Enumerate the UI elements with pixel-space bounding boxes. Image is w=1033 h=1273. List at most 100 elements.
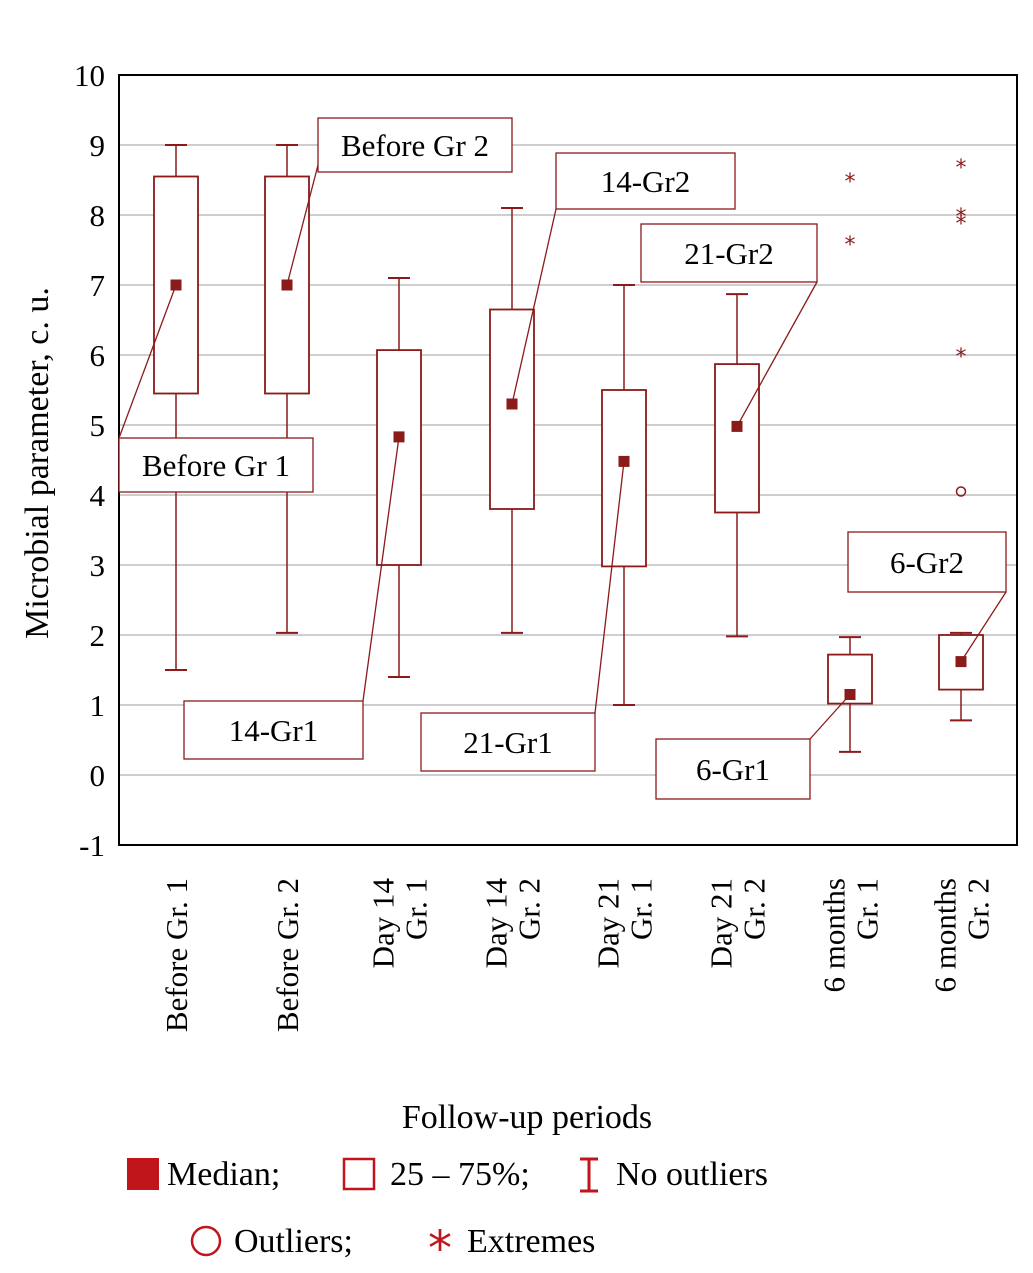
box-8: **** bbox=[938, 156, 984, 722]
x-tick-label-line: Gr. 1 bbox=[850, 878, 885, 940]
extreme-point: * bbox=[956, 345, 967, 370]
callout-leader-line bbox=[118, 284, 177, 439]
callout-box bbox=[555, 152, 736, 210]
extreme-point: * bbox=[956, 156, 967, 181]
y-tick-label: 9 bbox=[90, 128, 106, 163]
y-tick-label: 5 bbox=[90, 408, 106, 443]
x-tick-label-line: Gr. 2 bbox=[961, 878, 996, 940]
callout-label: 6-Gr2 bbox=[890, 545, 964, 580]
callout-box bbox=[183, 700, 364, 760]
callout-1: Before Gr 1 bbox=[118, 284, 314, 493]
y-tick-label: 0 bbox=[90, 758, 106, 793]
box-5 bbox=[601, 284, 647, 706]
callout-box bbox=[420, 712, 596, 772]
x-tick-label-line: 6 months bbox=[817, 878, 852, 993]
x-tick-label: Before Gr. 1 bbox=[159, 878, 194, 1032]
x-tick-label-line: Gr. 2 bbox=[512, 878, 547, 940]
box-iqr bbox=[714, 363, 760, 514]
y-tick-label: 2 bbox=[90, 618, 106, 653]
extreme-point: * bbox=[845, 233, 856, 258]
x-tick-label-line: Before Gr. 2 bbox=[270, 878, 305, 1032]
callout-2: Before Gr 2 bbox=[286, 117, 513, 286]
callout-7: 6-Gr1 bbox=[655, 694, 851, 800]
callout-label: 14-Gr2 bbox=[601, 164, 691, 199]
callout-8: 6-Gr2 bbox=[847, 531, 1007, 662]
legend-extreme-icon: * bbox=[428, 1221, 452, 1273]
legend-median-icon bbox=[127, 1158, 159, 1190]
box-6 bbox=[714, 293, 760, 638]
x-axis-title: Follow-up periods bbox=[402, 1099, 652, 1136]
callout-leader-line bbox=[960, 591, 1007, 662]
y-tick-label: 6 bbox=[90, 338, 106, 373]
y-tick-label: -1 bbox=[79, 828, 105, 863]
callout-box bbox=[640, 223, 818, 283]
callout-3: 14-Gr1 bbox=[183, 436, 400, 760]
callout-leader-line bbox=[286, 164, 319, 286]
box-7: ** bbox=[827, 170, 873, 753]
callout-box bbox=[655, 738, 811, 800]
x-tick-label-line: Gr. 1 bbox=[399, 878, 434, 940]
callout-label: 6-Gr1 bbox=[696, 752, 770, 787]
x-tick-label-line: Day 14 bbox=[479, 878, 514, 969]
box-iqr bbox=[376, 349, 422, 566]
box-1 bbox=[153, 144, 199, 671]
callout-box bbox=[847, 531, 1007, 593]
y-tick-label: 3 bbox=[90, 548, 106, 583]
box-3 bbox=[376, 277, 422, 678]
extreme-point: * bbox=[956, 212, 967, 237]
legend-outlier-icon bbox=[190, 1225, 222, 1257]
callout-leader-line bbox=[362, 436, 400, 702]
callout-label: 14-Gr1 bbox=[229, 713, 319, 748]
y-tick-label: 1 bbox=[90, 688, 106, 723]
outlier-point bbox=[955, 486, 967, 497]
x-tick-label-line: Gr. 2 bbox=[737, 878, 772, 940]
x-tick-label-line: Day 21 bbox=[591, 878, 626, 968]
x-tick-label-line: 6 months bbox=[928, 878, 963, 993]
callout-label: Before Gr 1 bbox=[142, 448, 290, 483]
x-tick-label-line: Before Gr. 1 bbox=[159, 878, 194, 1032]
extreme-point: * bbox=[845, 170, 856, 195]
x-tick-label-line: Day 21 bbox=[704, 878, 739, 968]
callout-label: 21-Gr2 bbox=[684, 236, 774, 271]
callout-4: 14-Gr2 bbox=[511, 152, 736, 405]
callout-leader-line bbox=[594, 461, 625, 714]
y-axis-ticks: -1 0 1 2 3 4 5 6 7 8 9 10 bbox=[74, 58, 106, 863]
box-4 bbox=[489, 207, 535, 634]
legend-outlier-label: Outliers; bbox=[234, 1223, 353, 1260]
legend: Median; 25 – 75%; No outliers Outliers; … bbox=[127, 1156, 768, 1273]
y-tick-label: 4 bbox=[90, 478, 106, 513]
legend-median-label: Median; bbox=[167, 1156, 280, 1193]
x-tick-label-line: Gr. 1 bbox=[624, 878, 659, 940]
callout-box bbox=[118, 437, 314, 493]
legend-box-label: 25 – 75%; bbox=[390, 1156, 530, 1193]
x-tick-label-line: Day 14 bbox=[366, 878, 401, 969]
box-2 bbox=[264, 144, 310, 634]
y-axis-title: Microbial parameter, c. u. bbox=[19, 287, 56, 639]
callout-leader-line bbox=[736, 281, 818, 427]
callout-box bbox=[317, 117, 513, 173]
callout-5: 21-Gr1 bbox=[420, 461, 625, 772]
legend-whisker-icon bbox=[580, 1157, 598, 1193]
x-tick-label: Before Gr. 2 bbox=[270, 878, 305, 1032]
legend-extreme-label: Extremes bbox=[467, 1223, 595, 1260]
y-tick-label: 8 bbox=[90, 198, 106, 233]
callout-leader-line bbox=[809, 694, 851, 740]
callout-leader-line bbox=[511, 208, 557, 405]
box-iqr bbox=[601, 389, 647, 568]
y-tick-label: 7 bbox=[90, 268, 106, 303]
legend-box-icon bbox=[342, 1157, 376, 1191]
extreme-point: * bbox=[956, 205, 967, 230]
y-tick-label: 10 bbox=[74, 58, 105, 93]
legend-whisker-label: No outliers bbox=[616, 1156, 768, 1193]
callout-label: 21-Gr1 bbox=[463, 725, 553, 760]
callouts: Before Gr 1 Before Gr 2 14-Gr1 14-Gr2 21-Gr1… bbox=[118, 117, 1007, 800]
